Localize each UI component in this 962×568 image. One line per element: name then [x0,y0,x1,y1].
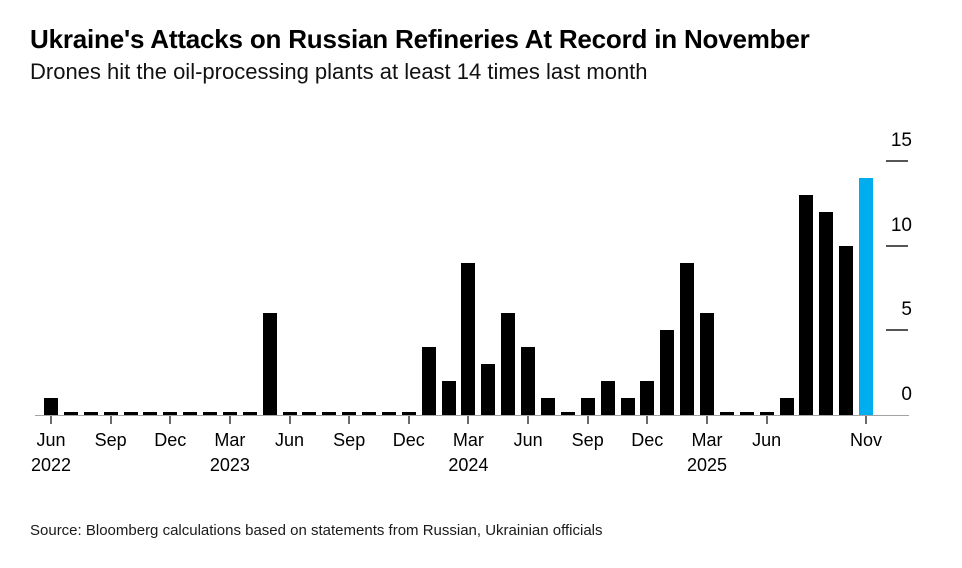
y-tick-mark [886,329,908,332]
x-tick-label-month: Sep [571,430,604,450]
bar-apr-2024 [481,364,496,415]
bar-jul-2025 [779,398,794,415]
y-tick-label: 5 [901,299,912,321]
y-tick-label: 0 [901,384,912,405]
zero-bar-jul-2023 [302,412,317,415]
bar-mar-2024 [461,262,476,415]
zero-bar-mar-2023 [222,412,237,415]
y-tick-mark [886,160,908,162]
bar-jun-2024 [521,347,536,415]
x-tick-mark [765,416,768,424]
zero-bar-jan-2023 [183,412,198,415]
zero-bar-jun-2023 [282,412,297,415]
zero-bar-nov-2022 [143,412,158,415]
zero-bar-aug-2024 [560,412,575,415]
y-tick-mark [886,244,908,247]
x-tick-mark [169,416,172,424]
bar-sep-2024 [580,398,595,415]
x-axis-line [35,415,909,416]
zero-bar-feb-2023 [203,412,217,415]
x-tick-mark [586,416,589,424]
x-tick-label-month: Jun [36,430,66,450]
x-tick-label-month: Dec [631,430,664,450]
x-tick-mark [348,416,351,424]
x-tick-label-month: Mar [452,430,484,450]
x-tick-label-month: Sep [94,430,127,450]
bar-mar-2025 [700,313,714,415]
x-tick-label-year: 2025 [686,455,728,475]
chart-title: Ukraine's Attacks on Russian Refineries … [30,24,810,54]
x-tick-mark [228,416,231,424]
bar-feb-2025 [680,262,695,415]
zero-bar-aug-2023 [322,412,337,415]
source-note: Source: Bloomberg calculations based on … [30,522,603,539]
zero-bar-jul-2022 [63,412,78,415]
bar-sep-2025 [819,211,834,415]
bar-aug-2025 [799,194,814,415]
x-tick-mark [706,416,708,424]
x-tick-mark [109,416,112,424]
x-tick-mark [407,416,410,424]
zero-bar-oct-2022 [123,412,138,415]
zero-bar-may-2025 [739,412,754,415]
y-tick-label: 10 [890,214,912,236]
y-tick-label: 15 [890,130,912,151]
bar-may-2024 [501,313,516,415]
x-tick-mark [467,416,470,424]
x-tick-label-month: Jun [274,430,305,450]
bar-may-2023 [262,313,277,415]
zero-bar-apr-2023 [242,412,257,415]
x-tick-label-month: Jun [513,430,543,450]
x-tick-mark [527,416,530,424]
bar-nov-2024 [620,398,635,415]
x-tick-label-month: Dec [154,430,187,450]
zero-bar-dec-2022 [163,412,178,415]
x-tick-label-year: 2023 [209,455,250,475]
bar-jul-2024 [541,398,555,415]
bar-oct-2024 [600,381,615,415]
zero-bar-jun-2025 [759,412,774,415]
bar-jun-2022 [44,398,58,415]
bar-jan-2025 [660,330,675,415]
bar-nov-2025 [859,177,873,415]
bar-jan-2024 [421,347,436,415]
zero-bar-oct-2023 [362,412,376,415]
x-tick-label-month: Sep [333,430,366,450]
x-tick-mark [865,416,867,424]
zero-bar-sep-2023 [342,412,357,415]
x-tick-label-month: Dec [392,430,425,450]
zero-bar-sep-2022 [103,412,118,415]
x-tick-label-month: Nov [849,430,882,450]
x-tick-label-month: Jun [752,430,782,450]
x-tick-label-month: Mar [691,430,723,450]
chart-subtitle: Drones hit the oil-processing plants at … [30,59,648,84]
zero-bar-aug-2022 [83,412,98,415]
x-tick-mark [50,416,52,424]
bar-oct-2025 [839,245,854,415]
x-tick-label-month: Mar [214,430,246,450]
x-tick-mark [646,416,649,424]
bar-dec-2024 [640,381,655,415]
x-tick-mark [288,416,291,424]
x-tick-label-year: 2022 [30,455,72,475]
zero-bar-nov-2023 [381,412,396,415]
zero-bar-dec-2023 [401,412,416,415]
x-tick-label-year: 2024 [448,455,489,475]
zero-bar-apr-2025 [719,412,734,415]
bar-feb-2024 [441,381,456,415]
